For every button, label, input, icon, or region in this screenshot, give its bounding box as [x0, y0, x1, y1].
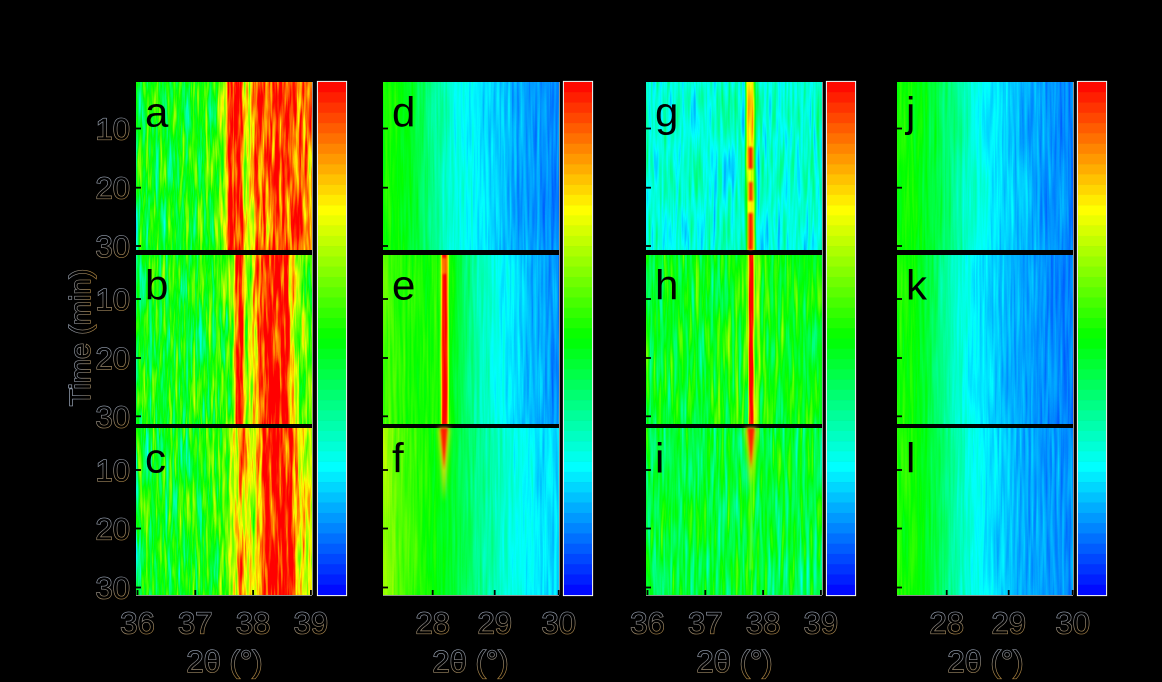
svg-text:i: i — [655, 435, 664, 482]
svg-text:39: 39 — [804, 606, 838, 641]
svg-text:d: d — [392, 89, 415, 136]
svg-text:c: c — [145, 435, 166, 482]
svg-text:Time (min): Time (min) — [65, 269, 97, 406]
svg-text:20: 20 — [96, 341, 130, 376]
svg-text:10: 10 — [96, 112, 130, 147]
svg-text:b: b — [145, 262, 168, 309]
svg-text:29: 29 — [991, 606, 1025, 641]
svg-text:28: 28 — [929, 606, 963, 641]
svg-text:39: 39 — [294, 606, 328, 641]
svg-text:38: 38 — [746, 606, 780, 641]
svg-text:l: l — [906, 435, 915, 482]
svg-text:a: a — [145, 89, 169, 136]
svg-text:20: 20 — [96, 171, 130, 206]
svg-text:2θ (°): 2θ (°) — [432, 644, 508, 679]
svg-text:20: 20 — [96, 512, 130, 547]
svg-text:j: j — [904, 89, 915, 136]
svg-text:10: 10 — [96, 453, 130, 488]
svg-text:f: f — [392, 435, 404, 482]
svg-text:k: k — [906, 262, 928, 309]
svg-text:29: 29 — [477, 606, 511, 641]
svg-text:36: 36 — [630, 606, 664, 641]
svg-text:2θ (°): 2θ (°) — [947, 644, 1023, 679]
svg-text:10: 10 — [96, 282, 130, 317]
svg-text:38: 38 — [236, 606, 270, 641]
svg-text:30: 30 — [541, 606, 575, 641]
svg-text:30: 30 — [96, 229, 130, 264]
svg-text:30: 30 — [96, 399, 130, 434]
svg-text:2θ (°): 2θ (°) — [696, 644, 772, 679]
svg-text:30: 30 — [1055, 606, 1089, 641]
svg-text:2θ (°): 2θ (°) — [186, 644, 262, 679]
svg-text:36: 36 — [120, 606, 154, 641]
svg-text:h: h — [655, 262, 678, 309]
svg-text:37: 37 — [178, 606, 212, 641]
svg-text:e: e — [392, 262, 415, 309]
svg-text:g: g — [655, 89, 678, 136]
svg-text:37: 37 — [688, 606, 722, 641]
svg-text:30: 30 — [96, 571, 130, 606]
svg-text:28: 28 — [415, 606, 449, 641]
